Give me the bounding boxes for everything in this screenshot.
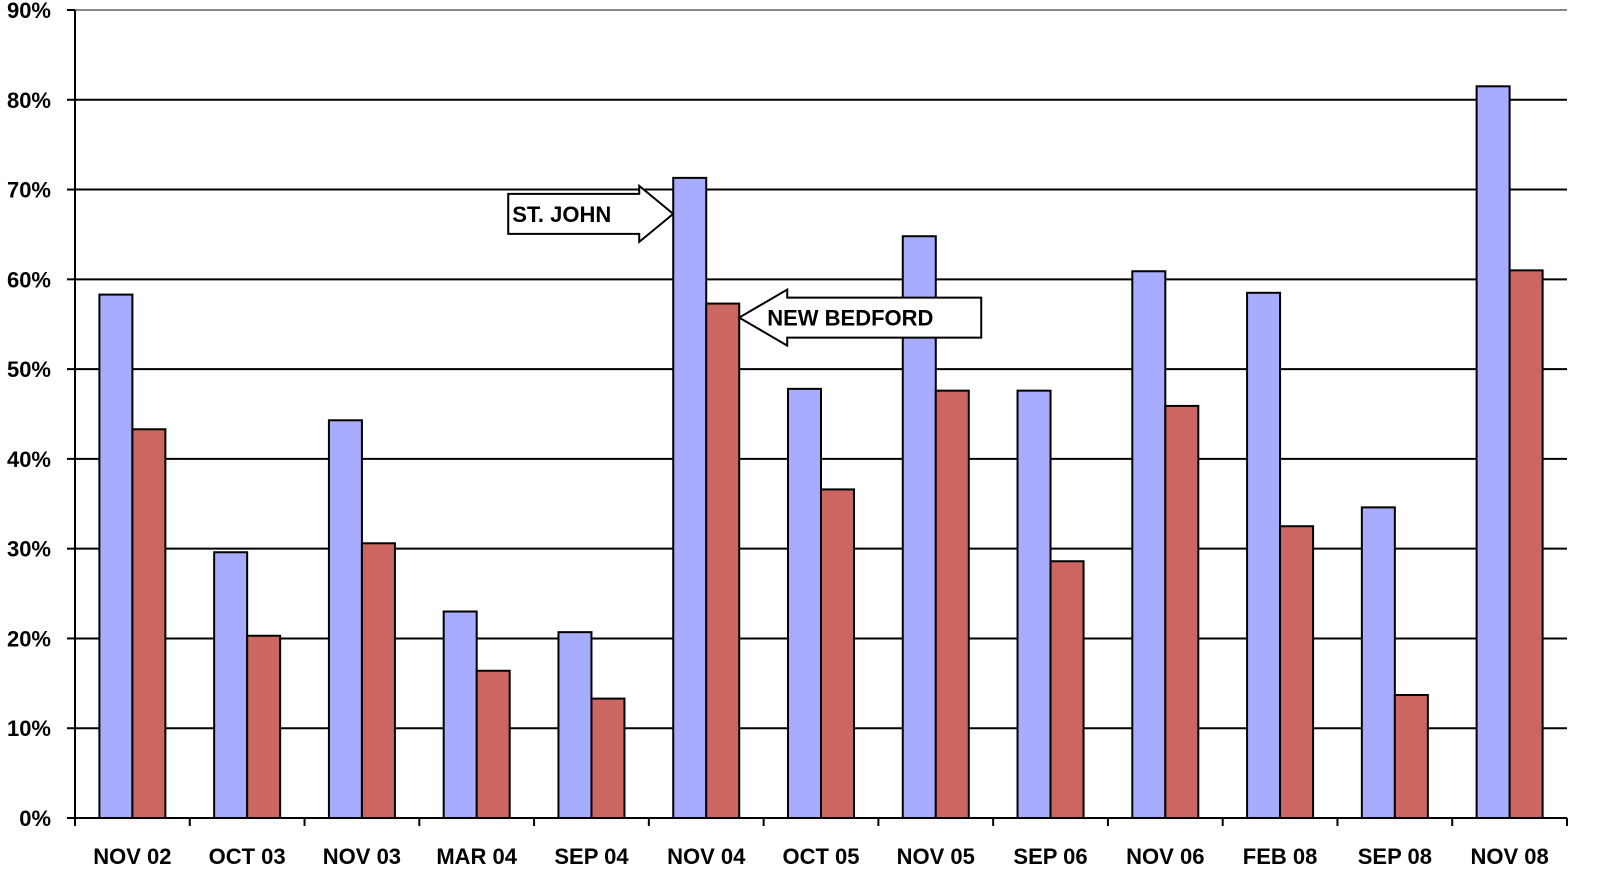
x-tick-label: NOV 05 bbox=[897, 844, 975, 869]
x-tick-label: SEP 08 bbox=[1358, 844, 1432, 869]
x-tick-label: NOV 06 bbox=[1126, 844, 1204, 869]
y-tick-label: 80% bbox=[7, 88, 51, 113]
bar-series-1 bbox=[442, 610, 478, 819]
bar-series-2 bbox=[246, 634, 282, 819]
bar-series-1 bbox=[1246, 291, 1282, 819]
bar-series-1 bbox=[1360, 506, 1396, 819]
y-axis-ticks: 0% 10% 20% 30% 40% 50% 60% 70% 80% 90% bbox=[7, 0, 75, 831]
bar-series-1 bbox=[787, 387, 822, 819]
callout-label: NEW BEDFORD bbox=[767, 306, 933, 331]
y-tick-label: 50% bbox=[7, 357, 51, 382]
x-tick-label: NOV 02 bbox=[93, 844, 171, 869]
bar-series-1 bbox=[1475, 85, 1511, 820]
bar-series-2 bbox=[590, 697, 626, 820]
gridlines bbox=[75, 9, 1567, 730]
bar-series-1 bbox=[1016, 389, 1052, 819]
x-tick-label: OCT 03 bbox=[209, 844, 286, 869]
bar-series-2 bbox=[475, 669, 511, 820]
bar-series-2 bbox=[360, 542, 396, 820]
callout-arrow-shape bbox=[507, 183, 675, 245]
x-tick-label: NOV 03 bbox=[323, 844, 401, 869]
callout-1: ST. JOHN bbox=[507, 183, 675, 245]
bar-series-2 bbox=[820, 488, 855, 819]
y-tick-label: 20% bbox=[7, 626, 51, 651]
x-tick-label: NOV 08 bbox=[1470, 844, 1548, 869]
bar-series-2 bbox=[1279, 525, 1315, 819]
bar-series-2 bbox=[1393, 694, 1429, 820]
bar-series-1 bbox=[213, 551, 249, 819]
x-tick-label: FEB 08 bbox=[1243, 844, 1318, 869]
x-tick-label: NOV 04 bbox=[667, 844, 746, 869]
y-tick-label: 90% bbox=[7, 0, 51, 23]
x-tick-label: SEP 06 bbox=[1013, 844, 1087, 869]
bar-series-1 bbox=[327, 419, 363, 819]
y-tick-label: 60% bbox=[7, 267, 51, 292]
x-tick-label: SEP 04 bbox=[554, 844, 629, 869]
y-tick-label: 70% bbox=[7, 178, 51, 203]
bar-series-2 bbox=[705, 302, 741, 820]
callout-arrow-shape bbox=[737, 287, 983, 348]
x-tick-label: OCT 05 bbox=[782, 844, 859, 869]
bar-series-2 bbox=[1508, 269, 1544, 820]
x-tick-label: MAR 04 bbox=[436, 844, 517, 869]
y-tick-label: 0% bbox=[19, 806, 51, 831]
callout-2: NEW BEDFORD bbox=[737, 287, 983, 348]
y-tick-label: 40% bbox=[7, 447, 51, 472]
bar-series-2 bbox=[1164, 404, 1200, 819]
bar-series-1 bbox=[557, 631, 593, 819]
bar-series-2 bbox=[934, 389, 970, 819]
y-tick-label: 10% bbox=[7, 716, 51, 741]
bar-series-1 bbox=[98, 293, 134, 819]
bars bbox=[98, 85, 1544, 820]
bar-series-1 bbox=[1131, 270, 1167, 819]
callouts: ST. JOHN NEW BEDFORD bbox=[507, 183, 983, 348]
bar-series-2 bbox=[1049, 560, 1085, 819]
bar-series-2 bbox=[131, 428, 167, 819]
axes bbox=[67, 10, 1568, 826]
callout-label: ST. JOHN bbox=[512, 202, 611, 227]
bar-series-1 bbox=[672, 176, 708, 819]
x-axis-labels: NOV 02 OCT 03 NOV 03 MAR 04 SEP 04 NOV 04 OCT … bbox=[93, 844, 1548, 869]
y-tick-label: 30% bbox=[7, 537, 51, 562]
